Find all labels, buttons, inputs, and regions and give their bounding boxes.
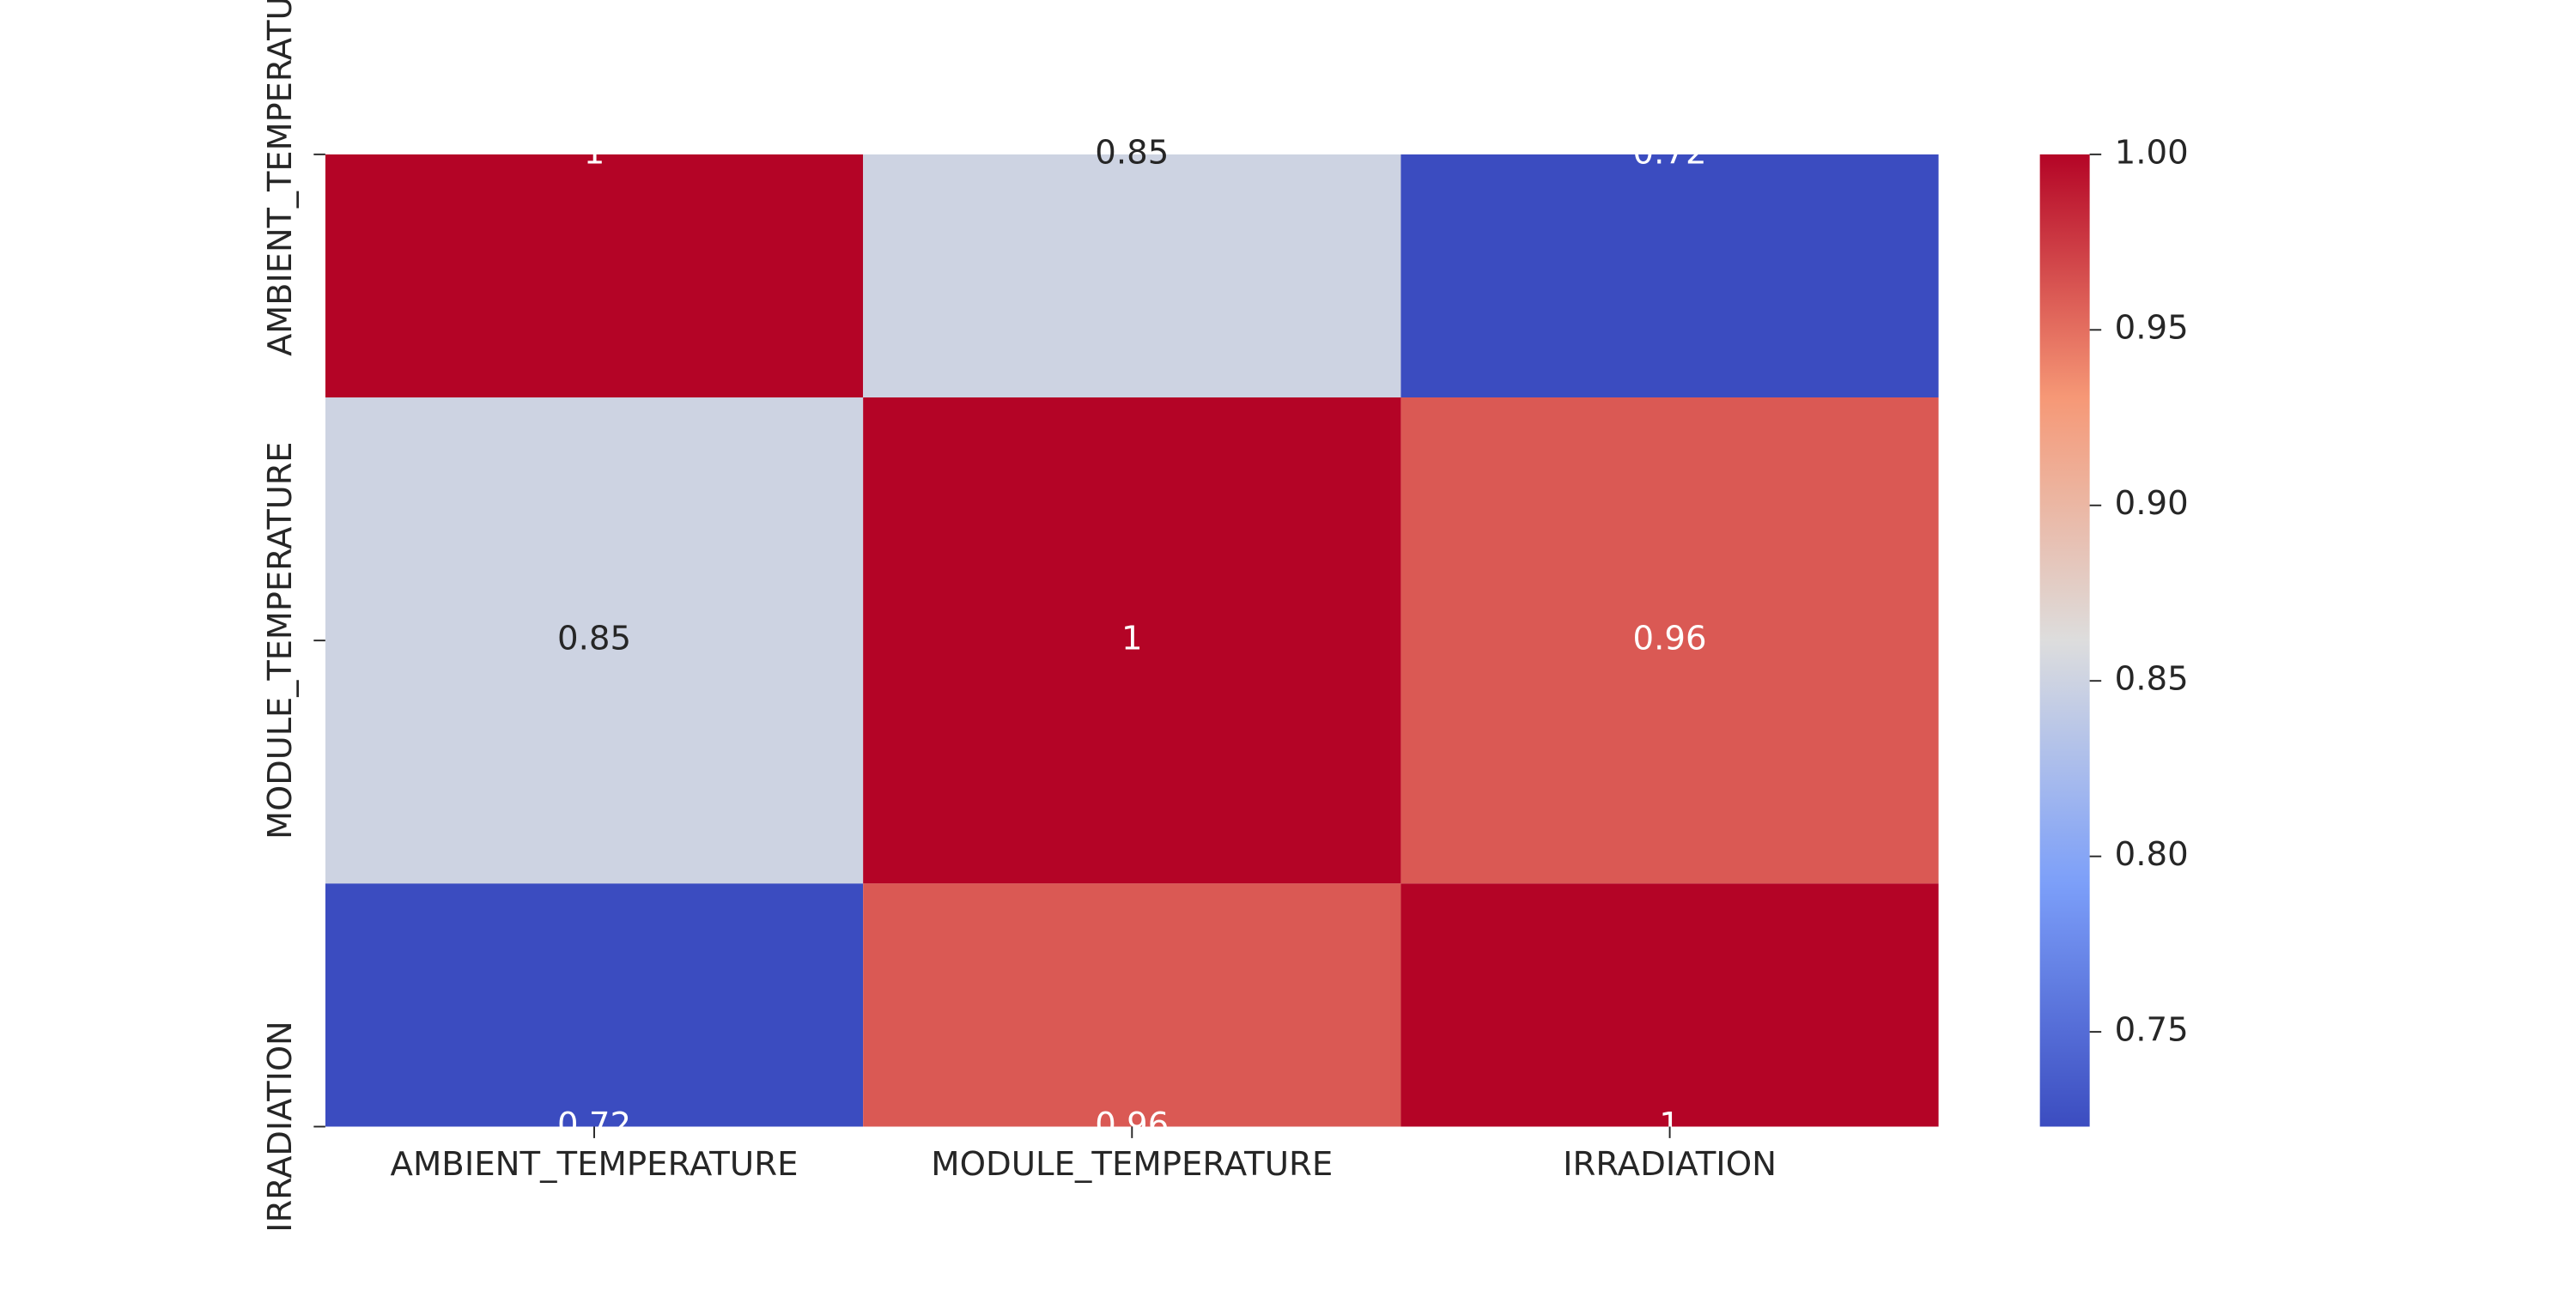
heatmap-cell — [1400, 397, 1939, 884]
colorbar-tick-label: 0.90 — [2115, 484, 2189, 523]
y-tick-label: MODULE_TEMPERATURE — [261, 442, 300, 839]
heatmap-cell — [325, 397, 864, 884]
cell-label: 1 — [1121, 620, 1143, 658]
heatmap-cell — [1400, 883, 1939, 1127]
colorbar — [2039, 154, 2090, 1127]
colorbar-tick-label: 0.80 — [2115, 835, 2189, 874]
heatmap-cell — [863, 883, 1401, 1127]
heatmap-cells — [325, 154, 1939, 1127]
colorbar-tick-label: 0.95 — [2115, 309, 2189, 348]
heatmap-cell — [863, 154, 1401, 398]
cell-label: 0.85 — [557, 620, 631, 658]
colorbar-tick-label: 0.85 — [2115, 660, 2189, 699]
x-tick-label: MODULE_TEMPERATURE — [931, 1145, 1333, 1184]
x-tick-label: IRRADIATION — [1563, 1145, 1777, 1184]
colorbar-tick-label: 0.75 — [2115, 1011, 2189, 1050]
cell-label: 0.72 — [1633, 133, 1707, 172]
cell-label: 1 — [1659, 1106, 1680, 1144]
cell-label: 1 — [584, 133, 605, 172]
heatmap-cell — [1400, 154, 1939, 398]
cell-label: 0.96 — [1095, 1106, 1169, 1144]
y-tick-label: AMBIENT_TEMPERATURE — [261, 0, 300, 356]
x-tick-label: AMBIENT_TEMPERATURE — [391, 1145, 799, 1184]
cell-label: 0.72 — [557, 1106, 631, 1144]
heatmap-cell — [863, 397, 1401, 884]
colorbar-tick-label: 1.00 — [2115, 133, 2189, 172]
heatmap-cell — [325, 883, 864, 1127]
heatmap-cell — [325, 154, 864, 398]
cell-label: 0.96 — [1633, 620, 1707, 658]
y-tick-label: IRRADIATION — [261, 1021, 300, 1232]
cell-label: 0.85 — [1095, 133, 1169, 172]
